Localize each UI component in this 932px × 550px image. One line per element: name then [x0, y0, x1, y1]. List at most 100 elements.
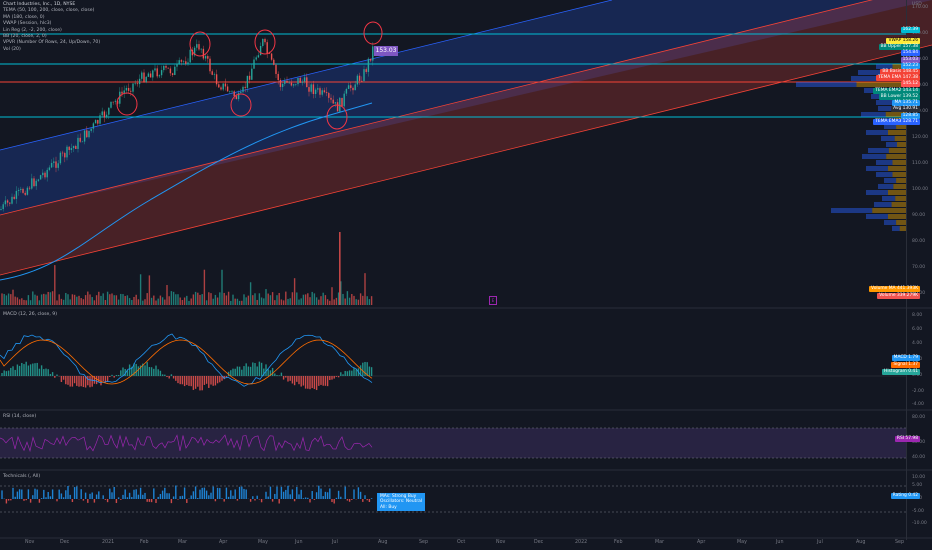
technicals-bar — [252, 496, 254, 499]
circle-annotations[interactable] — [116, 21, 383, 130]
technicals-bar — [309, 499, 311, 503]
legend-line[interactable]: VPVR (Number Of Rows, 24, Up/Down, 70) — [3, 40, 101, 46]
volume-bar — [210, 293, 212, 305]
candle-body — [88, 130, 90, 138]
volume-bar — [56, 300, 58, 305]
candle-body — [334, 102, 337, 104]
price-label: 128.85 — [900, 112, 920, 119]
macd-legend[interactable]: MACD (12, 26, close, 9) — [3, 312, 58, 317]
annotation-circle[interactable] — [363, 21, 383, 45]
volume-bar — [23, 299, 25, 305]
candle-body — [158, 75, 161, 77]
technicals-bar — [170, 499, 173, 504]
price-tick-label: 150.00 — [912, 57, 929, 62]
volume-bar — [324, 295, 327, 305]
candle-body — [178, 60, 180, 64]
technicals-bar — [148, 499, 151, 502]
price-label: Histogram 0.41 — [882, 369, 920, 375]
profile-bar-down — [896, 220, 906, 225]
candle-body — [90, 128, 92, 131]
candle-body — [299, 77, 301, 83]
candle-body — [119, 91, 121, 104]
technicals-bar — [271, 499, 274, 502]
candle-body — [290, 82, 293, 86]
annotation-circle[interactable] — [254, 29, 276, 55]
candle-body — [81, 141, 84, 143]
candle-body — [224, 83, 227, 87]
technicals-bar — [197, 498, 199, 499]
candle-body — [174, 66, 176, 75]
technicals-bar — [346, 499, 349, 501]
price-label: Volume 339.279K — [877, 293, 920, 299]
candle-body — [204, 56, 207, 59]
symbol-title[interactable]: Chart Industries, Inc., 1D, NYSE — [3, 2, 76, 7]
macd-histogram-bar — [166, 376, 168, 378]
annotation-circle[interactable] — [116, 92, 138, 116]
candle-body — [286, 80, 288, 83]
macd-tick-label: 6.00 — [912, 327, 923, 332]
candle-body — [17, 189, 20, 191]
legend-line[interactable]: BB (20, close, 2, 0) — [3, 34, 47, 40]
volume-bar — [43, 293, 45, 305]
technicals-bar — [208, 495, 210, 499]
price-label: VWAP 158.26 — [886, 38, 920, 45]
technicals-bar — [166, 493, 168, 499]
profile-bar-up — [884, 220, 897, 225]
candle-body — [292, 84, 295, 86]
legend-line[interactable]: Lin Reg (2, -2, 200, close) — [3, 27, 62, 33]
volume-bar — [311, 291, 313, 305]
candle-body — [231, 91, 233, 92]
channel-lower-band — [0, 0, 932, 275]
price-label: TEMA EMA 147.38 — [876, 75, 920, 82]
volume-bar — [159, 295, 162, 305]
candle-body — [37, 179, 40, 181]
macd-histogram-bar — [210, 376, 212, 385]
candle-body — [367, 58, 370, 72]
candle-body — [358, 75, 361, 81]
rsi-legend[interactable]: RSI (14, close) — [3, 414, 37, 419]
macd-histogram-bar — [291, 376, 294, 384]
technicals-legend[interactable]: Technicals (, All) — [3, 474, 41, 479]
volume-bar — [111, 293, 113, 305]
macd-histogram-bar — [25, 361, 27, 376]
annotation-circle[interactable] — [326, 104, 348, 130]
macd-histogram-bar — [144, 365, 146, 376]
price-label: Volume MA 441.393K — [869, 286, 920, 292]
annotation-circle[interactable] — [189, 31, 211, 57]
technicals-bar — [245, 489, 247, 499]
macd-histogram-bar — [254, 363, 256, 376]
legend-line[interactable]: MA (180, close, 0) — [3, 14, 45, 20]
volume-bar — [252, 295, 254, 305]
macd-histogram-bar — [120, 370, 122, 376]
earnings-marker[interactable]: E — [489, 296, 497, 305]
technicals-bar — [212, 486, 214, 499]
macd-histogram-bar — [148, 367, 151, 376]
candle-body — [332, 99, 334, 104]
candle-body — [257, 55, 260, 58]
candle-body — [308, 87, 310, 92]
legend-line[interactable]: Vol (20) — [3, 46, 21, 52]
technicals-tick-label: -10.00 — [912, 521, 927, 526]
technicals-bar — [280, 486, 283, 499]
profile-bar-down — [895, 196, 906, 201]
candle-body — [240, 91, 242, 93]
technicals-bar — [219, 488, 221, 499]
candle-body — [295, 84, 297, 85]
volume-bar — [73, 294, 76, 305]
volume-bar — [18, 299, 21, 305]
candle-body — [39, 175, 42, 180]
candle-body — [33, 178, 35, 187]
profile-bar-up — [876, 172, 893, 177]
legend-line[interactable]: VWAP (Session, hlc3) — [3, 21, 52, 27]
price-tick-label: 170.00 — [912, 5, 929, 10]
volume-bar — [298, 299, 300, 305]
candle-body — [182, 61, 185, 62]
macd-histogram-bar — [348, 370, 351, 376]
legend-line[interactable]: TEMA (50, 100, 200, close, close, close) — [3, 8, 95, 14]
volume-bar — [192, 294, 195, 305]
macd-histogram-bar — [364, 361, 366, 376]
technicals-bar — [16, 491, 19, 499]
profile-bar-down — [888, 130, 906, 135]
annotation-circle[interactable] — [230, 93, 252, 117]
